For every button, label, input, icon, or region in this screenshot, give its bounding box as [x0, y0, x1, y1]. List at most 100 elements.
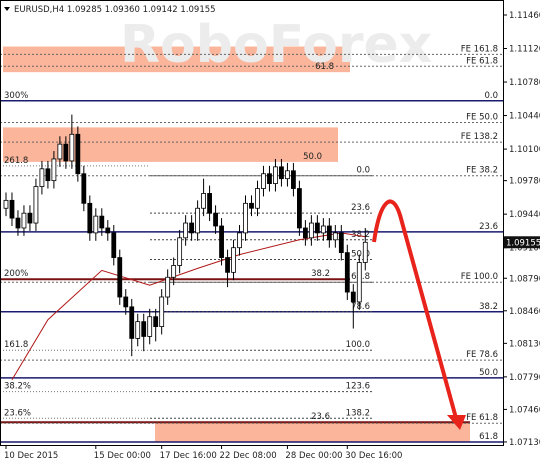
level-label: FE 78.6	[466, 350, 498, 360]
price-tag	[504, 236, 540, 249]
x-tick-label: 17 Dec 16:00	[160, 451, 217, 461]
y-tick-label: 1.07130	[509, 438, 540, 448]
candle-body	[207, 193, 212, 214]
candle-body	[237, 232, 242, 249]
x-tick-label: 15 Dec 00:00	[94, 451, 151, 461]
level-label: 200%	[4, 269, 28, 279]
level-label: 300%	[4, 91, 28, 101]
y-tick-label: 1.08130	[509, 339, 540, 349]
candle-body	[171, 265, 177, 278]
level-label: 23.6	[479, 222, 498, 232]
level-label: FE 38.2	[466, 166, 498, 176]
candle-body	[27, 212, 33, 224]
level-label: 23.6	[311, 412, 330, 422]
candle-body	[147, 316, 153, 337]
candle-body	[57, 143, 63, 160]
candle-body	[81, 173, 87, 204]
plot	[3, 114, 368, 381]
level-label: FE 138.2	[461, 132, 498, 142]
candle-body	[141, 321, 147, 337]
level-label: 50.0	[351, 250, 370, 260]
level-label: FE 100.0	[461, 272, 498, 282]
candle-body	[285, 170, 290, 180]
level-label: 123.6	[346, 382, 370, 392]
y-tick-label: 1.08460	[509, 307, 540, 317]
candle-body	[255, 188, 260, 209]
candle-body	[183, 222, 189, 239]
level-label: 38.2%	[4, 382, 31, 392]
candle-body	[344, 252, 350, 293]
y-tick-label: 1.10780	[509, 78, 540, 88]
candle-body	[189, 222, 195, 234]
arrow-head	[447, 415, 466, 430]
candle-body	[338, 232, 344, 254]
candle-body	[33, 186, 39, 224]
candle-body	[15, 217, 21, 229]
candle-body	[332, 232, 338, 241]
candle-body	[123, 296, 129, 308]
candle-body	[267, 173, 272, 185]
candle-body	[165, 276, 171, 298]
candle-body	[39, 168, 45, 187]
candle-body	[314, 222, 320, 234]
y-tick-label: 1.11120	[509, 45, 540, 55]
candle-body	[93, 215, 99, 234]
candle-body	[302, 227, 308, 239]
candle-body	[159, 296, 165, 327]
candle-body	[117, 257, 123, 298]
candle-body	[326, 225, 332, 241]
candle-body	[249, 202, 254, 209]
candle-body	[9, 199, 15, 219]
forecast-arrow	[372, 199, 458, 419]
fib-zone	[3, 127, 338, 162]
zone-label: 61.8	[315, 62, 334, 72]
axes: 1.11460 1.11120 1.10780 1.10440 1.10100 1.097…	[4, 11, 540, 461]
candle-body	[273, 166, 278, 185]
level-label: FE 61.8	[466, 56, 498, 66]
level-label: 138.2	[346, 408, 370, 418]
candle-body	[219, 225, 224, 258]
candle-body	[135, 321, 141, 339]
candle-body	[243, 202, 248, 234]
level-label: 23.6	[351, 203, 370, 213]
level-label: 38.2	[479, 302, 498, 312]
y-tick-label: 1.11460	[509, 11, 540, 21]
level-label: FE 61.8	[466, 413, 498, 423]
y-tick-label: 1.09780	[509, 177, 540, 187]
candle-body	[63, 143, 69, 162]
y-tick-label: 1.09100	[509, 244, 540, 254]
y-tick-label: 1.10440	[509, 112, 540, 122]
candle-body	[45, 168, 51, 182]
candle-body	[105, 227, 111, 234]
zone-label: 50.0	[303, 152, 322, 162]
level-label: 0.0	[356, 166, 370, 176]
candle-body	[225, 257, 230, 273]
fib-zone	[155, 422, 470, 442]
zone-label: 61.8	[479, 432, 498, 442]
candle-body	[129, 306, 135, 339]
candle-body	[308, 222, 314, 239]
level-label: 161.8	[4, 340, 28, 350]
candle-body	[111, 232, 117, 258]
candle-body	[99, 215, 105, 229]
y-tick-label: 1.07460	[509, 405, 540, 415]
candle-body	[231, 247, 236, 273]
fib-zone	[3, 46, 350, 73]
candle-body	[195, 207, 201, 234]
level-label: 100.0	[346, 340, 370, 350]
candle-body	[291, 170, 296, 189]
level-label: FE 161.8	[461, 44, 498, 54]
level-label: 78.6	[351, 302, 370, 312]
candle-body	[356, 262, 362, 303]
candle-body	[201, 193, 206, 209]
y-tick-label: 1.07790	[509, 373, 540, 383]
candle-body	[261, 173, 266, 189]
level-label: 50.0	[479, 368, 498, 378]
candle-body	[153, 316, 159, 327]
plot-frame	[0, 0, 504, 446]
candle-body	[21, 212, 27, 229]
candle-body	[297, 188, 302, 229]
candle-body	[3, 199, 9, 209]
candle-body	[69, 133, 75, 162]
